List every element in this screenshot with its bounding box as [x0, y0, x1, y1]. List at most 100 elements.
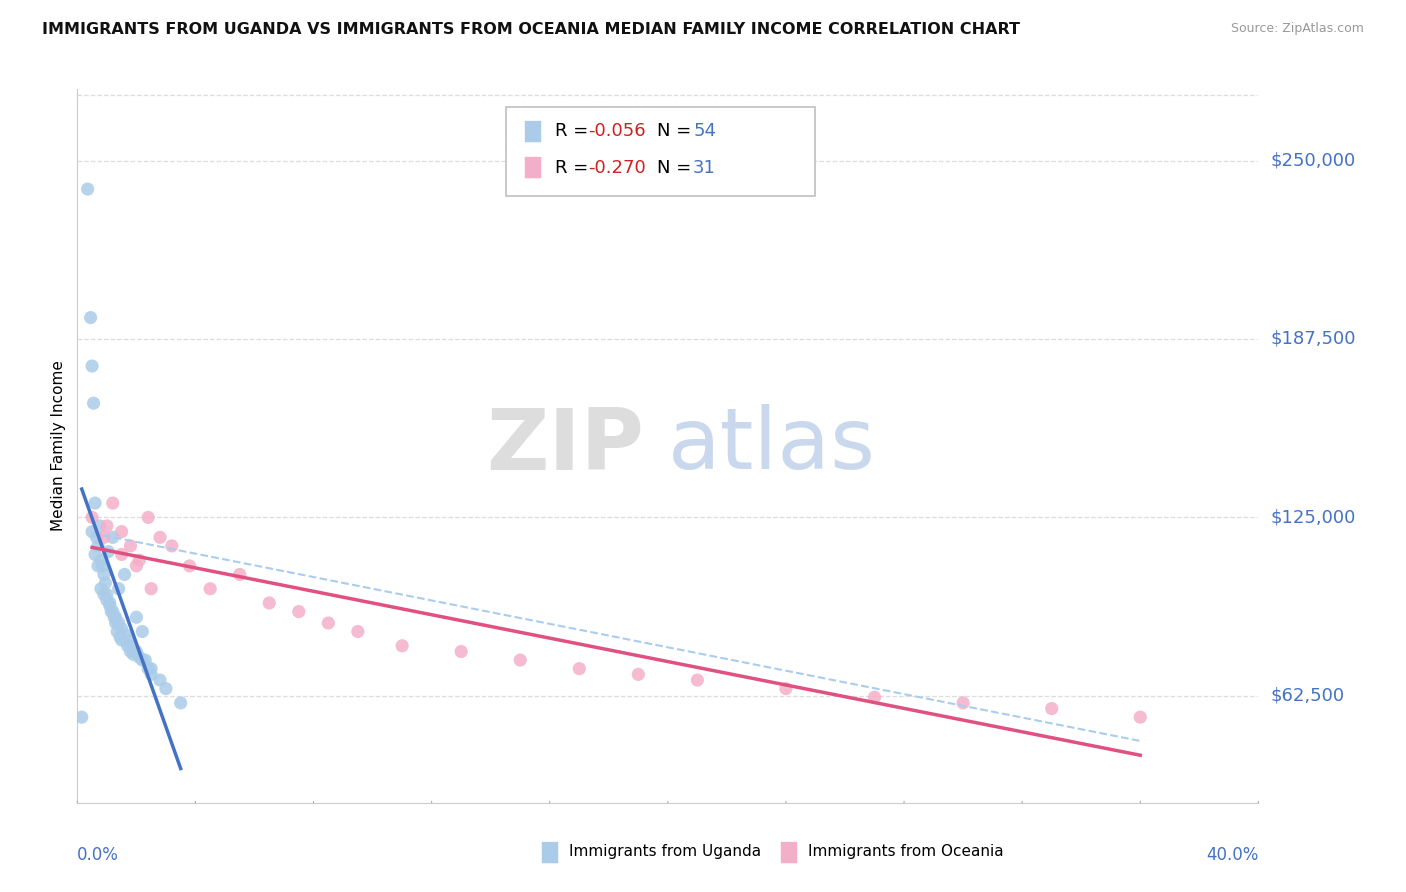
- Point: [136, 662, 159, 676]
- Point: [100, 605, 122, 619]
- Point: [107, 615, 129, 630]
- Text: N =: N =: [657, 159, 696, 177]
- Point: [96, 519, 118, 533]
- Point: [93, 530, 115, 544]
- Point: [318, 615, 340, 630]
- Point: [91, 558, 114, 573]
- Text: 0.0%: 0.0%: [77, 846, 120, 863]
- Text: 54: 54: [693, 122, 716, 140]
- Point: [120, 644, 142, 658]
- Point: [117, 633, 139, 648]
- Point: [259, 596, 281, 610]
- Point: [509, 653, 531, 667]
- Text: IMMIGRANTS FROM UGANDA VS IMMIGRANTS FROM OCEANIA MEDIAN FAMILY INCOME CORRELATI: IMMIGRANTS FROM UGANDA VS IMMIGRANTS FRO…: [42, 22, 1021, 37]
- Point: [93, 567, 115, 582]
- Point: [101, 530, 124, 544]
- Point: [450, 644, 472, 658]
- Text: $187,500: $187,500: [1270, 330, 1355, 348]
- Point: [104, 610, 127, 624]
- Point: [347, 624, 370, 639]
- Point: [200, 582, 222, 596]
- Point: [952, 696, 974, 710]
- Text: Source: ZipAtlas.com: Source: ZipAtlas.com: [1230, 22, 1364, 36]
- Point: [104, 615, 127, 630]
- Point: [108, 630, 131, 644]
- Point: [107, 582, 129, 596]
- Point: [863, 690, 886, 705]
- Point: [170, 696, 193, 710]
- Point: [98, 599, 121, 613]
- Text: -0.270: -0.270: [588, 159, 645, 177]
- Point: [179, 558, 201, 573]
- Point: [114, 627, 136, 641]
- Text: Immigrants from Oceania: Immigrants from Oceania: [808, 845, 1004, 859]
- Point: [136, 510, 159, 524]
- Point: [134, 653, 156, 667]
- Point: [627, 667, 650, 681]
- Text: R =: R =: [555, 159, 595, 177]
- Point: [120, 539, 142, 553]
- Point: [141, 662, 163, 676]
- Point: [120, 639, 142, 653]
- Point: [97, 544, 120, 558]
- Point: [686, 673, 709, 687]
- Point: [76, 182, 98, 196]
- Text: $250,000: $250,000: [1270, 152, 1355, 169]
- Y-axis label: Median Family Income: Median Family Income: [51, 360, 66, 532]
- Point: [79, 310, 101, 325]
- Point: [1040, 701, 1063, 715]
- Text: Immigrants from Uganda: Immigrants from Uganda: [569, 845, 762, 859]
- Point: [90, 582, 112, 596]
- Text: atlas: atlas: [668, 404, 876, 488]
- Point: [111, 524, 132, 539]
- Text: N =: N =: [657, 122, 696, 140]
- Point: [82, 359, 104, 373]
- Point: [111, 548, 132, 562]
- Point: [103, 610, 125, 624]
- Point: [125, 558, 148, 573]
- Point: [84, 548, 107, 562]
- Point: [82, 524, 104, 539]
- Point: [105, 624, 128, 639]
- Point: [128, 650, 150, 665]
- Point: [125, 644, 148, 658]
- Text: █: █: [524, 120, 540, 142]
- Text: █: █: [780, 841, 796, 863]
- Point: [98, 596, 121, 610]
- Point: [94, 576, 117, 591]
- Point: [117, 639, 139, 653]
- Point: [86, 530, 108, 544]
- Point: [141, 667, 163, 681]
- Point: [87, 539, 110, 553]
- Point: [228, 567, 252, 582]
- Point: [101, 605, 124, 619]
- Text: █: █: [524, 157, 540, 178]
- Point: [122, 648, 145, 662]
- Point: [391, 639, 413, 653]
- Point: [155, 681, 177, 696]
- Text: $125,000: $125,000: [1270, 508, 1355, 526]
- Text: 31: 31: [693, 159, 716, 177]
- Point: [111, 622, 132, 636]
- Point: [149, 530, 172, 544]
- Point: [775, 681, 797, 696]
- Point: [1129, 710, 1152, 724]
- Point: [96, 587, 118, 601]
- Point: [90, 553, 112, 567]
- Text: R =: R =: [555, 122, 595, 140]
- Point: [114, 567, 136, 582]
- Point: [93, 587, 115, 601]
- Point: [82, 510, 104, 524]
- Point: [89, 519, 111, 533]
- Point: [128, 553, 150, 567]
- Text: ZIP: ZIP: [486, 404, 644, 488]
- Point: [84, 496, 107, 510]
- Text: $62,500: $62,500: [1270, 687, 1344, 705]
- Text: █: █: [541, 841, 557, 863]
- Point: [149, 673, 172, 687]
- Point: [83, 396, 105, 410]
- Text: -0.056: -0.056: [588, 122, 645, 140]
- Point: [87, 558, 110, 573]
- Point: [96, 593, 118, 607]
- Point: [125, 610, 148, 624]
